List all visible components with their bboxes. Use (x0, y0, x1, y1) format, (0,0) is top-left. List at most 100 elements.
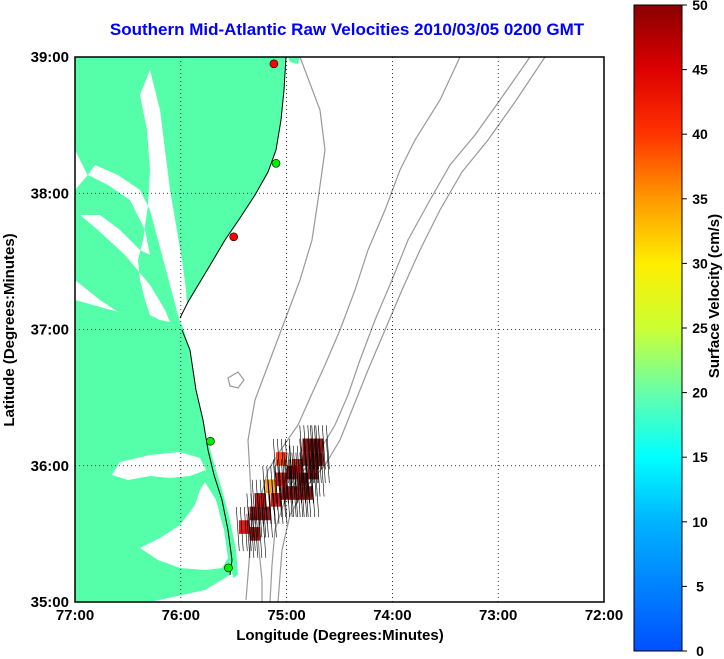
x-tick-label: 76:00 (162, 607, 200, 624)
velocity-vector (262, 466, 267, 511)
x-axis-ticks: 77:00 76:00 75:00 74:00 73:00 72:00 (56, 607, 623, 624)
velocity-vector (311, 438, 316, 483)
y-tick-label: 39:00 (31, 49, 69, 66)
colorbar-tick-label: 35 (692, 191, 708, 207)
velocity-vector (315, 472, 320, 518)
velocity-vector (258, 493, 263, 538)
radar-site-marker (271, 158, 281, 168)
x-tick-label: 74:00 (373, 607, 411, 624)
velocity-vector (278, 472, 282, 518)
radar-sites (206, 59, 281, 573)
map-title: Southern Mid-Atlantic Raw Velocities 201… (109, 20, 585, 39)
velocity-vector (294, 472, 298, 518)
velocity-vector (311, 472, 316, 518)
velocity-vector (278, 466, 283, 511)
velocity-vector (310, 438, 314, 483)
x-tick-label: 77:00 (56, 607, 94, 624)
velocity-vector (262, 513, 267, 558)
colorbar-tick-label: 15 (692, 449, 708, 465)
radar-site-marker (269, 59, 279, 69)
cape-may-land (288, 57, 300, 64)
colorbar-tick-label: 40 (692, 126, 708, 142)
velocity-vector (289, 459, 293, 504)
velocity-vector (254, 493, 259, 538)
velocity-vector (315, 425, 320, 470)
velocity-vector (273, 438, 277, 483)
velocity-vector (326, 425, 330, 470)
velocity-cell (313, 438, 324, 453)
velocity-vector (304, 452, 309, 497)
velocity-cell (291, 486, 303, 500)
velocity-vector (318, 438, 322, 483)
velocity-vector (294, 459, 298, 504)
velocity-vector (281, 438, 285, 483)
y-axis-label: Latitude (Degrees:Minutes) (1, 233, 18, 426)
velocity-cell (249, 506, 261, 521)
velocity-vector (304, 445, 309, 490)
x-axis-label: Longitude (Degrees:Minutes) (236, 627, 444, 644)
velocity-vector (273, 493, 277, 538)
velocity-vector (311, 425, 316, 470)
velocity-cell (265, 479, 277, 493)
velocity-vector (282, 472, 286, 518)
velocity-vector (298, 459, 302, 504)
velocity-vector (322, 425, 326, 470)
x-tick-label: 72:00 (585, 607, 623, 624)
colorbar-tick-label: 25 (692, 320, 708, 336)
velocity-cell (302, 438, 314, 453)
x-tick-label: 75:00 (267, 607, 305, 624)
colorbar-tick-label: 45 (692, 62, 708, 78)
velocity-vector (310, 425, 314, 470)
velocity-vector (251, 479, 256, 524)
radar-site-marker (224, 563, 233, 573)
velocity-vector (306, 459, 310, 504)
velocity-vector (296, 472, 301, 518)
y-tick-label: 37:00 (31, 322, 69, 339)
velocity-vector (274, 466, 279, 511)
colorbar-tick-label: 50 (692, 0, 708, 13)
velocity-vector (304, 472, 309, 518)
colorbar-label: Surface Velocity (cm/s) (706, 214, 723, 378)
colorbar-tick-label: 10 (692, 514, 708, 530)
velocity-vector (266, 466, 271, 511)
velocity-vector (269, 493, 273, 538)
radar-site-marker (206, 436, 215, 446)
velocity-cell (276, 452, 287, 466)
velocity-vector (254, 513, 259, 558)
velocity-vector (312, 452, 317, 497)
velocity-vector (277, 438, 281, 483)
velocity-vector (285, 438, 289, 483)
velocity-vector (307, 472, 312, 518)
y-axis-ticks: 35:00 36:00 37:00 38:00 39:00 (31, 49, 69, 611)
colorbar-tick-label: 5 (696, 578, 704, 594)
velocity-vector (270, 466, 275, 511)
velocity-vector (262, 493, 267, 538)
colorbar-tick-label: 30 (692, 255, 708, 271)
velocity-vector (265, 493, 269, 538)
velocity-vector (288, 445, 293, 490)
velocity-vector (275, 479, 280, 524)
velocity-vector (250, 493, 255, 538)
velocity-vector (267, 479, 272, 524)
y-tick-label: 36:00 (31, 458, 69, 475)
velocity-vector (289, 438, 293, 483)
grid-lines (75, 57, 604, 602)
velocity-vector (300, 445, 305, 490)
y-tick-label: 38:00 (31, 185, 69, 202)
velocity-vector (258, 513, 263, 558)
velocity-vector (279, 479, 284, 524)
velocity-vector (303, 472, 308, 518)
velocity-vector (247, 507, 252, 552)
x-tick-label: 73:00 (479, 607, 517, 624)
velocity-cell (260, 506, 271, 521)
velocity-vector (314, 425, 318, 470)
velocity-vector (310, 459, 314, 504)
velocity-vector (322, 438, 326, 483)
velocity-vector (326, 438, 330, 483)
velocity-vector (292, 472, 297, 518)
velocity-vector (307, 425, 312, 470)
velocity-vector (283, 479, 288, 524)
velocity-vector (251, 507, 256, 552)
velocity-vector (259, 479, 264, 524)
colorbar (633, 4, 683, 652)
